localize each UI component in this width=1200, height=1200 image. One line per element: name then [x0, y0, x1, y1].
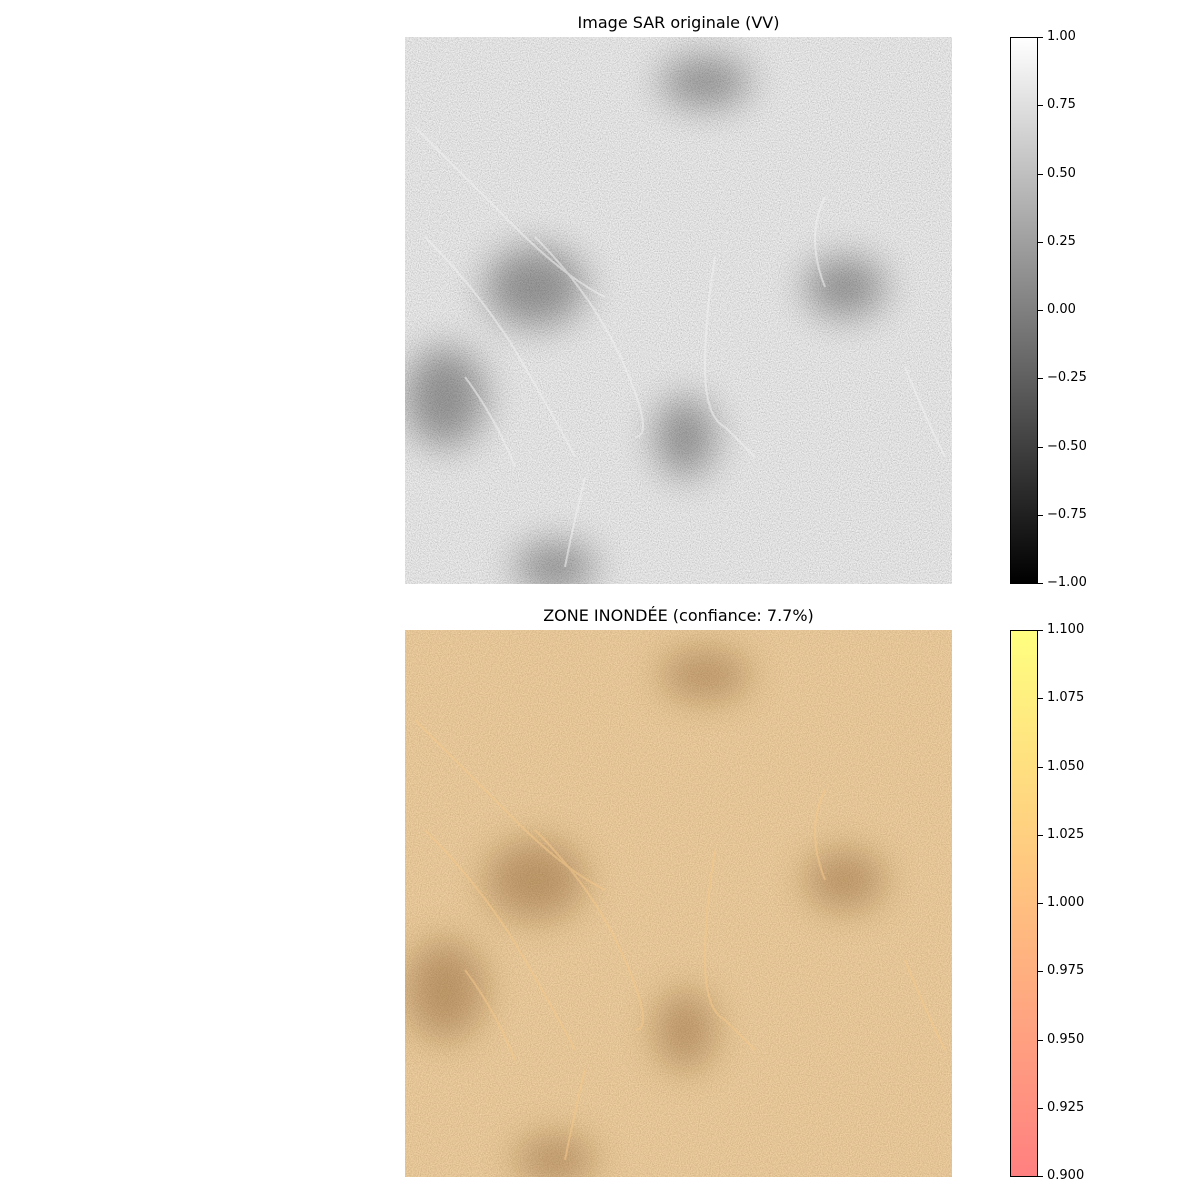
flood-zone-colorbar-tick-label: 1.050 [1047, 758, 1085, 774]
flood-zone-colorbar-tick-label: 0.975 [1047, 963, 1085, 979]
sar-colorbar-tick-label: 0.00 [1047, 302, 1076, 317]
sar-colorbar-tick-label: 0.50 [1047, 165, 1076, 181]
sar-colorbar-tick-label: −0.75 [1047, 506, 1087, 522]
flood-zone-colorbar-tick-label: 0.900 [1047, 1168, 1085, 1183]
sar-colorbar-ticks: 1.00 0.75 0.50 0.25 0.00 −0.25 −0.50 −0.… [1038, 29, 1158, 590]
flood-zone-colorbar-tick-label: 1.025 [1047, 826, 1085, 842]
flood-zone-colorbar-ticks: 1.100 1.075 1.050 1.025 1.000 0.975 0.95… [1038, 622, 1158, 1183]
flood-zone-colorbar-tick-label: 0.925 [1047, 1099, 1085, 1115]
flood-zone-colorbar-tick-label: 1.000 [1047, 895, 1085, 910]
sar-colorbar-tick-label: 0.25 [1047, 233, 1076, 249]
flood-zone-image [405, 630, 952, 1177]
sar-texture [405, 37, 952, 584]
sar-colorbar-tick-label: 1.00 [1047, 29, 1076, 44]
sar-image-title: Image SAR originale (VV) [577, 13, 780, 32]
sar-colorbar-tick-label: 0.75 [1047, 97, 1076, 113]
flood-zone-colorbar [1010, 630, 1038, 1177]
flood-zone-colorbar-tick-label: 0.950 [1047, 1031, 1085, 1047]
flood-zone-colorbar-tick-label: 1.075 [1047, 690, 1085, 706]
sar-colorbar [1010, 37, 1038, 584]
flood-texture [405, 630, 952, 1177]
flood-zone-colorbar-tick-label: 1.100 [1047, 622, 1085, 637]
sar-colorbar-tick-label: −1.00 [1047, 575, 1087, 590]
sar-colorbar-tick-label: −0.25 [1047, 370, 1087, 386]
flood-zone-title: ZONE INONDÉE (confiance: 7.7%) [543, 606, 814, 625]
sar-colorbar-tick-label: −0.50 [1047, 438, 1087, 454]
sar-image [405, 37, 952, 584]
